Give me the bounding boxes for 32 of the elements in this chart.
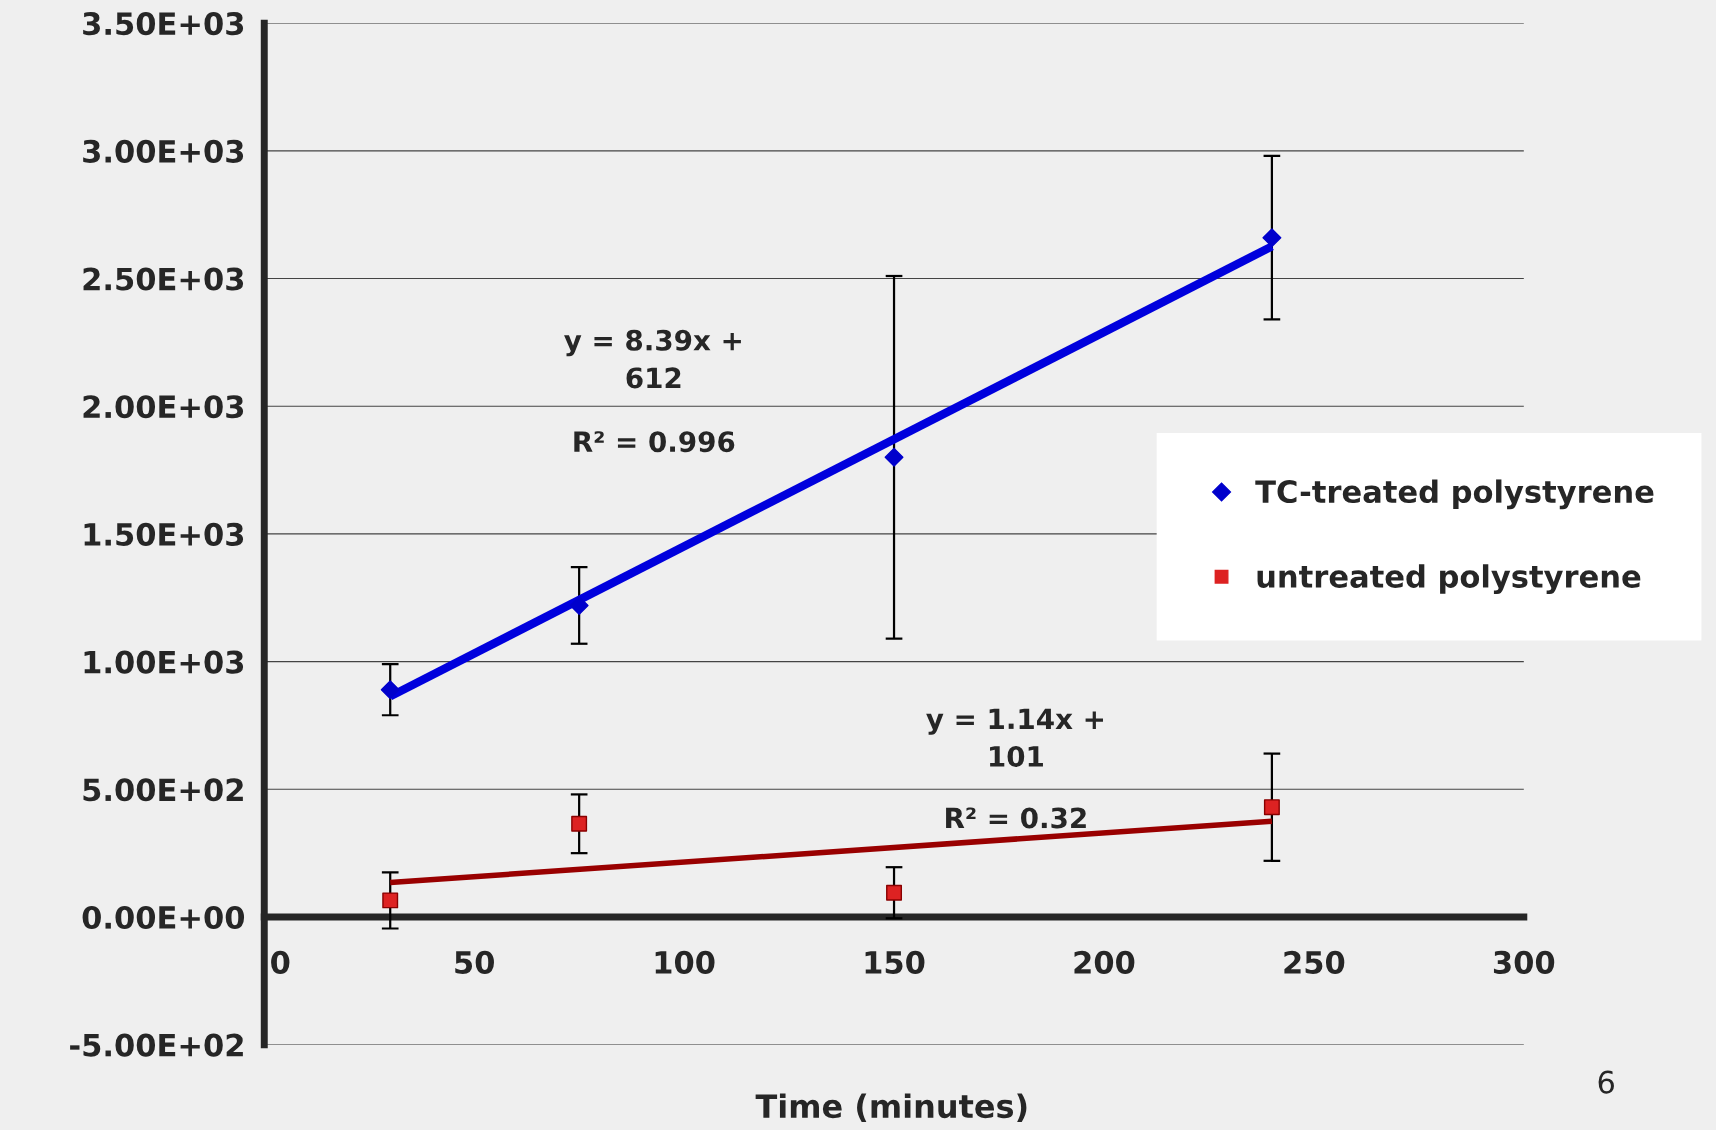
- point: [1263, 799, 1280, 816]
- point: [382, 892, 399, 909]
- y-tick-label: 2.50E+03: [83, 267, 244, 291]
- point: [569, 595, 589, 615]
- x-tick-label: 250: [1284, 950, 1345, 974]
- y-tick-label: 0.00E+00: [82, 905, 245, 930]
- annotation: R² = 0.996: [574, 431, 735, 453]
- y-tick-label: 1.50E+03: [84, 522, 244, 546]
- y-tick-label: 1.00E+03: [84, 650, 244, 674]
- annotation: y = 8.39x + 612: [564, 329, 741, 389]
- annotation: R² = 0.32: [946, 807, 1086, 829]
- x-tick-label: 200: [1074, 950, 1135, 974]
- point: [886, 884, 903, 901]
- y-tick-label: 2.00E+03: [83, 395, 244, 419]
- x-tick-label: 0: [271, 950, 290, 974]
- x-tick-label: 50: [455, 950, 494, 974]
- x-tick-label: 100: [655, 950, 715, 974]
- legend-label: TC-treated polystyrene: [1255, 479, 1654, 510]
- y-tick-label: 3.50E+03: [83, 12, 244, 36]
- point: [571, 815, 588, 832]
- point: [884, 447, 904, 467]
- y-tick-label: 3.00E+03: [83, 139, 244, 163]
- text: 6: [1598, 1070, 1614, 1094]
- x-tick-label: 150: [865, 950, 925, 974]
- point: [380, 680, 400, 700]
- legend-label: untreated polystyrene: [1257, 564, 1641, 595]
- x-axis-title: Time (minutes): [755, 1093, 1027, 1122]
- y-tick-label: -5.00E+02: [70, 1033, 243, 1057]
- annotation: y = 1.14x + 101: [926, 708, 1103, 767]
- point: [1262, 228, 1282, 248]
- x-tick-label: 300: [1493, 950, 1555, 974]
- y-tick-label: 5.00E+02: [83, 778, 243, 802]
